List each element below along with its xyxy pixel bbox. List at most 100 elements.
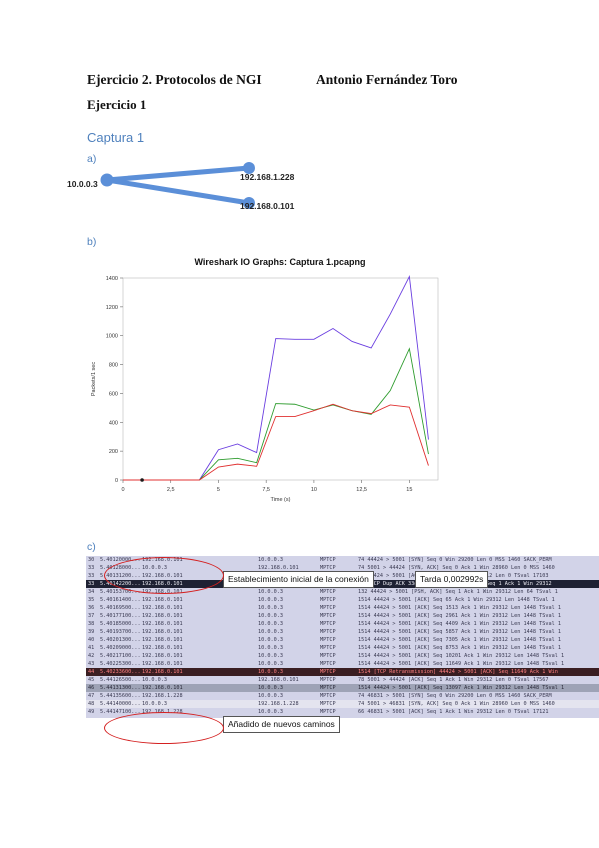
packet-row[interactable]: 46 5.44131300... 192.168.0.101 10.0.0.3 MPTC… [86,684,599,692]
packet-cell-time: 5.44147100... [100,709,141,715]
y-tick-label: 1000 [106,334,118,340]
packet-cell-info: 1514 44424 > 5001 [ACK] Seq 7305 Ack 1 W… [358,637,562,643]
chart-title: Wireshark IO Graphs: Captura 1.pcapng [195,257,366,267]
exercise-heading: Ejercicio 1 [87,97,147,112]
packet-cell-src: 192.168.0.101 [142,669,183,675]
packet-cell-no: 38 [88,621,95,627]
packet-cell-proto: MPTCP [320,589,336,595]
node-label-192-168-1-228: 192.168.1.228 [240,172,295,182]
packet-cell-no: 48 [88,701,95,707]
packet-row[interactable]: 41 5.40209000... 192.168.0.101 10.0.0.3 MPTC… [86,644,599,652]
packet-cell-proto: MPTCP [320,653,336,659]
packet-cell-time: 5.40225300... [100,661,141,667]
packet-row[interactable]: 39 5.40193700... 192.168.0.101 10.0.0.3 MPTC… [86,628,599,636]
x-axis-label: Time (s) [271,497,291,503]
packet-cell-no: 42 [88,653,95,659]
packet-cell-info: 1514 44424 > 5001 [ACK] Seq 10201 Ack 1 … [358,653,565,659]
y-tick-label: 600 [109,391,118,397]
packet-cell-src: 192.168.0.101 [142,605,183,611]
packet-cell-no: 33 [88,581,95,587]
packet-row[interactable]: 43 5.40225300... 192.168.0.101 10.0.0.3 MPTC… [86,660,599,668]
packet-cell-proto: MPTCP [320,677,336,683]
packet-cell-src: 192.168.0.101 [142,597,183,603]
packet-row[interactable]: 35 5.40161400... 192.168.0.101 10.0.0.3 MPTC… [86,596,599,604]
packet-cell-dst: 10.0.0.3 [258,629,283,635]
packet-cell-no: 33 [88,573,95,579]
packet-cell-proto: MPTCP [320,661,336,667]
packet-cell-no: 45 [88,677,95,683]
packet-cell-proto: MPTCP [320,597,336,603]
x-tick-label: 2,5 [167,487,175,493]
packet-row[interactable]: 47 5.44135600... 192.168.1.228 10.0.0.3 MPTC… [86,692,599,700]
packet-cell-dst: 10.0.0.3 [258,693,283,699]
packet-cell-dst: 10.0.0.3 [258,637,283,643]
packet-cell-src: 192.168.0.101 [142,685,183,691]
series-marker [140,478,144,482]
x-tick-label: 12,5 [356,487,367,493]
highlight-ring-paths [104,712,224,744]
packet-row[interactable]: 45 5.44126500... 10.0.0.3 192.168.0.101 MPTC… [86,676,599,684]
packet-cell-dst: 10.0.0.3 [258,621,283,627]
callout-connection: Establecimiento inicial de la conexión [223,571,374,588]
packet-cell-info: 74 5001 > 46831 [SYN, ACK] Seq 0 Ack 1 W… [358,701,555,707]
y-tick-label: 1400 [106,276,118,282]
packet-cell-dst: 192.168.0.101 [258,565,299,571]
author-name: Antonio Fernández Toro [316,72,458,87]
packet-cell-no: 47 [88,693,95,699]
packet-cell-no: 41 [88,645,95,651]
packet-cell-time: 5.40201300... [100,637,141,643]
packet-cell-dst: 10.0.0.3 [258,589,283,595]
packet-cell-proto: MPTCP [320,629,336,635]
packet-cell-dst: 10.0.0.3 [258,613,283,619]
packet-row[interactable]: 36 5.40169500... 192.168.0.101 10.0.0.3 MPTC… [86,604,599,612]
packet-cell-proto: MPTCP [320,637,336,643]
packet-cell-no: 34 [88,589,95,595]
packet-cell-info: 1514 44424 > 5001 [ACK] Seq 4409 Ack 1 W… [358,621,562,627]
x-tick-label: 7,5 [262,487,270,493]
packet-row[interactable]: 40 5.40201300... 192.168.0.101 10.0.0.3 MPTC… [86,636,599,644]
packet-cell-proto: MPTCP [320,669,336,675]
section-b-label: b) [87,236,97,248]
packet-cell-time: 5.40120000... [100,557,141,563]
packet-cell-info: 74 5001 > 44424 [SYN, ACK] Seq 0 Ack 1 W… [358,565,555,571]
y-tick-label: 800 [109,363,118,369]
packet-row[interactable]: 44 5.40233600... 192.168.0.101 10.0.0.3 MPTC… [86,668,599,676]
packet-cell-info: 78 5001 > 44424 [ACK] Seq 1 Ack 1 Win 29… [358,677,549,683]
packet-row[interactable]: 38 5.40185000... 192.168.0.101 10.0.0.3 MPTC… [86,620,599,628]
packet-row[interactable]: 42 5.40217100... 192.168.0.101 10.0.0.3 MPTC… [86,652,599,660]
packet-cell-no: 49 [88,709,95,715]
packet-row[interactable]: 37 5.40177100... 192.168.0.101 10.0.0.3 MPTC… [86,612,599,620]
packet-cell-info: 1514 44424 > 5001 [ACK] Seq 13097 Ack 1 … [358,685,565,691]
y-tick-label: 200 [109,449,118,455]
packet-cell-info: 1514 44424 > 5001 [ACK] Seq 1513 Ack 1 W… [358,605,562,611]
packet-cell-src: 192.168.0.101 [142,653,183,659]
packet-cell-src: 10.0.0.3 [142,677,167,683]
packet-row[interactable]: 48 5.44140000... 10.0.0.3 192.168.1.228 MPTC… [86,700,599,708]
packet-cell-no: 43 [88,661,95,667]
packet-cell-info: 66 46831 > 5001 [ACK] Seq 1 Ack 1 Win 29… [358,709,549,715]
packet-cell-time: 5.40217100... [100,653,141,659]
packet-cell-info: 1514 44424 > 5001 [ACK] Seq 2961 Ack 1 W… [358,613,562,619]
packet-cell-info: 1514 44424 > 5001 [ACK] Seq 5857 Ack 1 W… [358,629,562,635]
highlight-ring-connection [104,557,224,594]
packet-cell-time: 5.44140000... [100,701,141,707]
packet-cell-time: 5.44131300... [100,685,141,691]
packet-cell-time: 5.40177100... [100,613,141,619]
packet-cell-src: 192.168.1.228 [142,693,183,699]
node-10-0-0-3-dot [100,173,114,187]
packet-cell-dst: 192.168.0.101 [258,677,299,683]
packet-cell-dst: 10.0.0.3 [258,669,283,675]
packet-cell-info: 74 46831 > 5001 [SYN] Seq 0 Win 29200 Le… [358,693,552,699]
x-tick-label: 0 [121,487,124,493]
capture-heading: Captura 1 [87,130,145,145]
packet-cell-no: 46 [88,685,95,691]
packet-cell-no: 40 [88,637,95,643]
packet-cell-time: 5.40233600... [100,669,141,675]
packet-cell-time: 5.40169500... [100,605,141,611]
packet-cell-time: 5.40193700... [100,629,141,635]
packet-cell-dst: 10.0.0.3 [258,685,283,691]
packet-cell-proto: MPTCP [320,621,336,627]
x-tick-label: 15 [406,487,412,493]
packet-cell-proto: MPTCP [320,605,336,611]
packet-cell-time: 5.40209000... [100,645,141,651]
